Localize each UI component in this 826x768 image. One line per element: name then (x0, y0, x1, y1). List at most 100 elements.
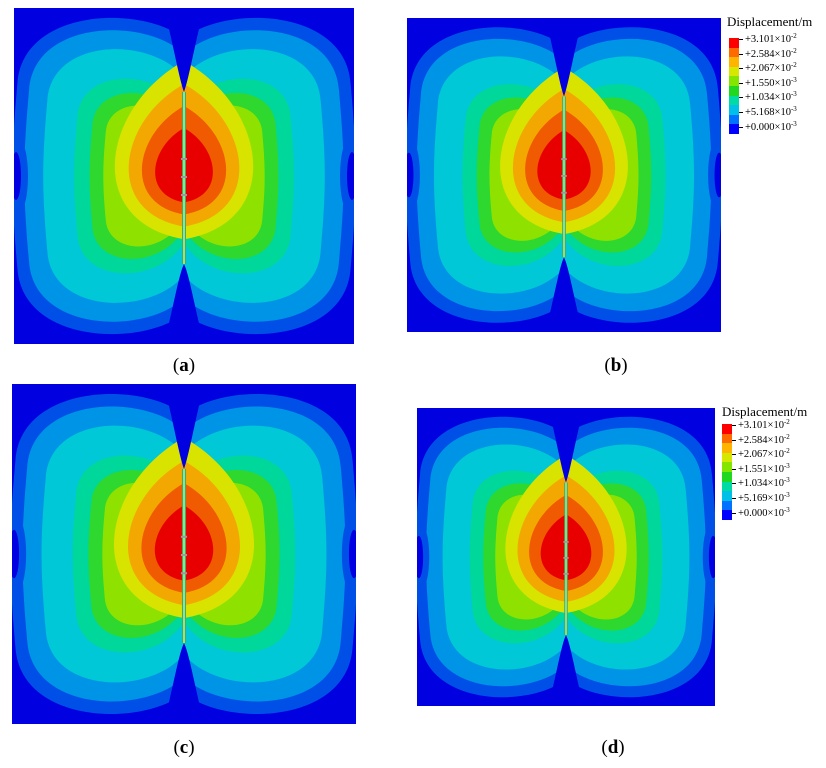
legend-entry-d: +2.067×10-2 (722, 447, 826, 461)
caption-a: (a) (172, 355, 196, 376)
legend-entry-d: +0.000×10-3 (722, 506, 826, 520)
legend-label-exponent: -2 (783, 432, 790, 441)
side-pocket-b (714, 152, 721, 198)
legend-label-exponent: -2 (783, 447, 790, 456)
legend-label-mantissa: +1.551×10 (738, 463, 784, 475)
legend-swatch-b (729, 124, 739, 135)
legend-entry-d: +2.584×10-2 (722, 433, 826, 447)
legend-swatch-b (729, 114, 739, 125)
legend-label-exponent: -3 (790, 119, 797, 128)
legend-label-exponent: -3 (790, 90, 797, 99)
legend-tick-d (732, 483, 736, 485)
legend-label-mantissa: +2.067×10 (738, 449, 784, 461)
contour-plot-a (14, 8, 354, 344)
legend-swatch-d (722, 472, 732, 482)
legend-label-mantissa: +2.584×10 (745, 48, 791, 60)
legend-tick-d (732, 498, 736, 499)
fracture-node-a (181, 194, 187, 196)
fracture-node-a (181, 158, 187, 160)
legend-label-d: +0.000×10-3 (738, 506, 790, 519)
legend-swatch-d (722, 462, 732, 473)
legend-swatch-d (722, 433, 732, 444)
contour-plot-b (407, 18, 721, 332)
legend-label-mantissa: +5.168×10 (745, 107, 791, 118)
side-pocket-b (407, 152, 414, 198)
legend-tick-b (739, 126, 743, 128)
legend-label-d: +2.067×10-2 (738, 447, 790, 460)
fracture-node-d (563, 557, 569, 559)
legend-swatch-b (729, 105, 739, 115)
fracture-node-c (180, 572, 188, 575)
legend-entry-b: +5.168×10-3 (729, 105, 826, 119)
legend-entry-b: +1.550×10-3 (729, 75, 826, 90)
notch-top-c (163, 384, 205, 469)
legend-label-d: +1.034×10-3 (738, 476, 790, 489)
legend-label-exponent: -3 (783, 461, 790, 470)
side-pocket-d (417, 535, 424, 579)
legend-label-mantissa: +3.101×10 (745, 34, 791, 45)
legend-b: Displacement/m +3.101×10-2 +2.584×10-2 +2.… (727, 14, 826, 138)
legend-swatch-b (729, 95, 739, 106)
legend-entry-b: +2.067×10-2 (729, 61, 826, 75)
side-pocket-d (708, 535, 715, 579)
fracture-node-b (561, 191, 567, 194)
legend-label-mantissa: +0.000×10 (745, 121, 791, 133)
fracture-node-c (180, 535, 188, 538)
fracture-node-a (181, 176, 187, 178)
contour-panel-b (407, 18, 721, 332)
legend-label-d: +1.551×10-3 (738, 462, 790, 475)
fracture-node-d (563, 541, 569, 543)
legend-entry-b: +3.101×10-2 (729, 32, 826, 46)
legend-label-mantissa: +2.584×10 (738, 434, 784, 446)
legend-label-d: +5.169×10-3 (738, 491, 790, 504)
legend-label-mantissa: +2.067×10 (745, 63, 791, 75)
legend-tick-d (732, 454, 736, 456)
notch-bottom-c (163, 643, 205, 724)
legend-swatch-b (729, 66, 739, 77)
legend-label-d: +2.584×10-2 (738, 433, 790, 446)
contour-plot-c (12, 384, 356, 724)
notch-top-a (164, 8, 204, 92)
legend-label-b: +1.034×10-3 (745, 90, 797, 103)
legend-label-exponent: -2 (790, 61, 797, 70)
legend-tick-d (732, 512, 736, 514)
legend-label-b: +0.000×10-3 (745, 120, 797, 133)
legend-tick-b (739, 112, 743, 113)
legend-swatch-b (729, 47, 739, 58)
legend-label-mantissa: +1.034×10 (745, 92, 791, 104)
fracture-node-c (180, 554, 188, 557)
caption-c: (c) (173, 737, 195, 758)
notch-bottom-d (548, 635, 584, 706)
legend-swatch-b (729, 76, 739, 87)
legend-title-b: Displacement/m (727, 14, 813, 29)
legend-entry-d: +1.551×10-3 (722, 462, 826, 476)
legend-label-exponent: -2 (790, 46, 797, 55)
legend-label-mantissa: +0.000×10 (738, 507, 784, 519)
caption-b: (b) (604, 355, 628, 376)
legend-entry-d: +3.101×10-2 (722, 418, 826, 432)
legend-label-mantissa: +3.101×10 (738, 420, 784, 431)
legend-swatch-d (722, 424, 732, 434)
legend-entry-b: +0.000×10-3 (729, 120, 826, 134)
legend-swatch-d (722, 452, 732, 463)
legend-swatch-d (722, 443, 732, 453)
legend-label-exponent: -3 (790, 75, 797, 84)
legend-entry-b: +1.034×10-3 (729, 90, 826, 104)
legend-label-b: +2.067×10-2 (745, 61, 797, 74)
caption-a-letter: a (179, 355, 189, 376)
legend-tick-b (739, 53, 743, 55)
legend-label-b: +2.584×10-2 (745, 47, 797, 60)
legend-tick-b (739, 39, 743, 40)
contour-panel-a (14, 8, 354, 344)
fracture-node-b (561, 175, 567, 177)
legend-tick-d (732, 468, 736, 470)
side-pocket-a (14, 152, 21, 200)
legend-swatch-b (729, 38, 739, 48)
contour-panel-d (417, 408, 715, 706)
legend-title-d: Displacement/m (722, 404, 808, 419)
legend-label-b: +3.101×10-2 (745, 32, 797, 45)
caption-d: (d) (601, 737, 625, 758)
legend-entry-b: +2.584×10-2 (729, 47, 826, 61)
caption-c-letter: c (179, 737, 189, 758)
legend-entry-d: +5.169×10-3 (722, 491, 826, 505)
